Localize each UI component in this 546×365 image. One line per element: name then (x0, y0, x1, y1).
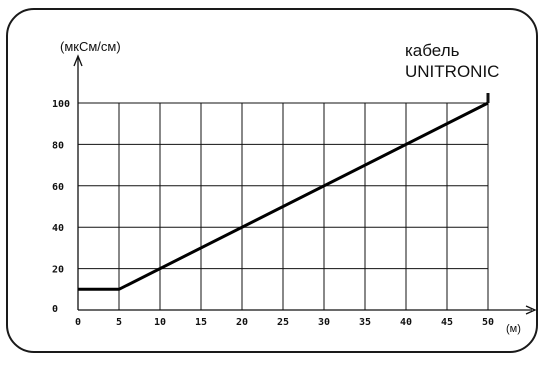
x-tick-label: 10 (154, 317, 166, 328)
y-tick-label: 40 (52, 223, 64, 234)
x-tick-label: 25 (277, 317, 289, 328)
y-axis-arrow (73, 54, 83, 67)
y-tick-label: 100 (52, 99, 70, 110)
x-axis-label: (м) (506, 323, 521, 335)
x-tick-label: 50 (482, 317, 494, 328)
annotation-line-2: UNITRONIC (405, 62, 499, 81)
grid (78, 102, 489, 310)
x-tick-label: 35 (359, 317, 371, 328)
labels: (мкСм/см) (м) кабель UNITRONIC (60, 39, 521, 335)
y-tick-label: 80 (52, 140, 64, 151)
x-tick-label: 45 (441, 317, 453, 328)
x-tick-label: 15 (195, 317, 207, 328)
axes: 0 5 10 15 20 25 30 35 40 45 50 0 20 40 60 80 100 (52, 54, 537, 328)
series (77, 93, 490, 291)
x-tick-label: 30 (318, 317, 330, 328)
annotation-line-1: кабель (405, 41, 460, 60)
x-tick-label: 5 (116, 317, 122, 328)
y-tick-label: 60 (52, 182, 64, 193)
x-axis-arrow (525, 305, 537, 315)
chart-frame (6, 8, 538, 353)
y-axis-label: (мкСм/см) (60, 39, 121, 54)
x-tick-label: 0 (75, 317, 81, 328)
x-tick-label: 20 (236, 317, 248, 328)
y-tick-label: 0 (52, 304, 58, 315)
x-tick-label: 40 (400, 317, 412, 328)
y-tick-label: 20 (52, 265, 64, 276)
